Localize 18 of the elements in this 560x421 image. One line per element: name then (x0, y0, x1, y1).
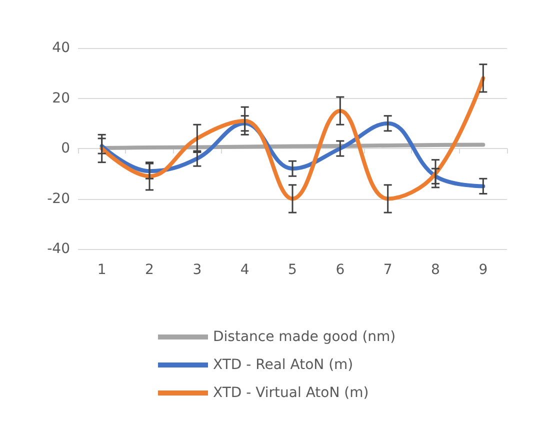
line-series (100, 76, 486, 201)
y-tick-label: -20 (47, 190, 70, 207)
x-tick-label: 7 (383, 262, 392, 278)
legend-label: XTD - Real AtoN (m) (213, 357, 354, 373)
x-tick-label: 5 (288, 262, 297, 278)
x-tick-label: 4 (240, 262, 250, 278)
y-tick-label: -40 (47, 241, 70, 257)
x-tick-label: 1 (97, 262, 106, 278)
x-tick-label: 2 (145, 262, 154, 278)
x-tick-label: 8 (431, 262, 440, 278)
x-tick-label: 9 (478, 262, 488, 278)
legend-label: Distance made good (nm) (213, 329, 396, 345)
y-tick-label: 0 (61, 140, 70, 156)
y-tick-label: 40 (52, 40, 70, 56)
y-tick-label: 20 (52, 90, 70, 106)
legend-label: XTD - Virtual AtoN (m) (213, 385, 369, 401)
x-tick-label: 3 (192, 262, 202, 278)
x-tick-label: 6 (336, 262, 345, 278)
